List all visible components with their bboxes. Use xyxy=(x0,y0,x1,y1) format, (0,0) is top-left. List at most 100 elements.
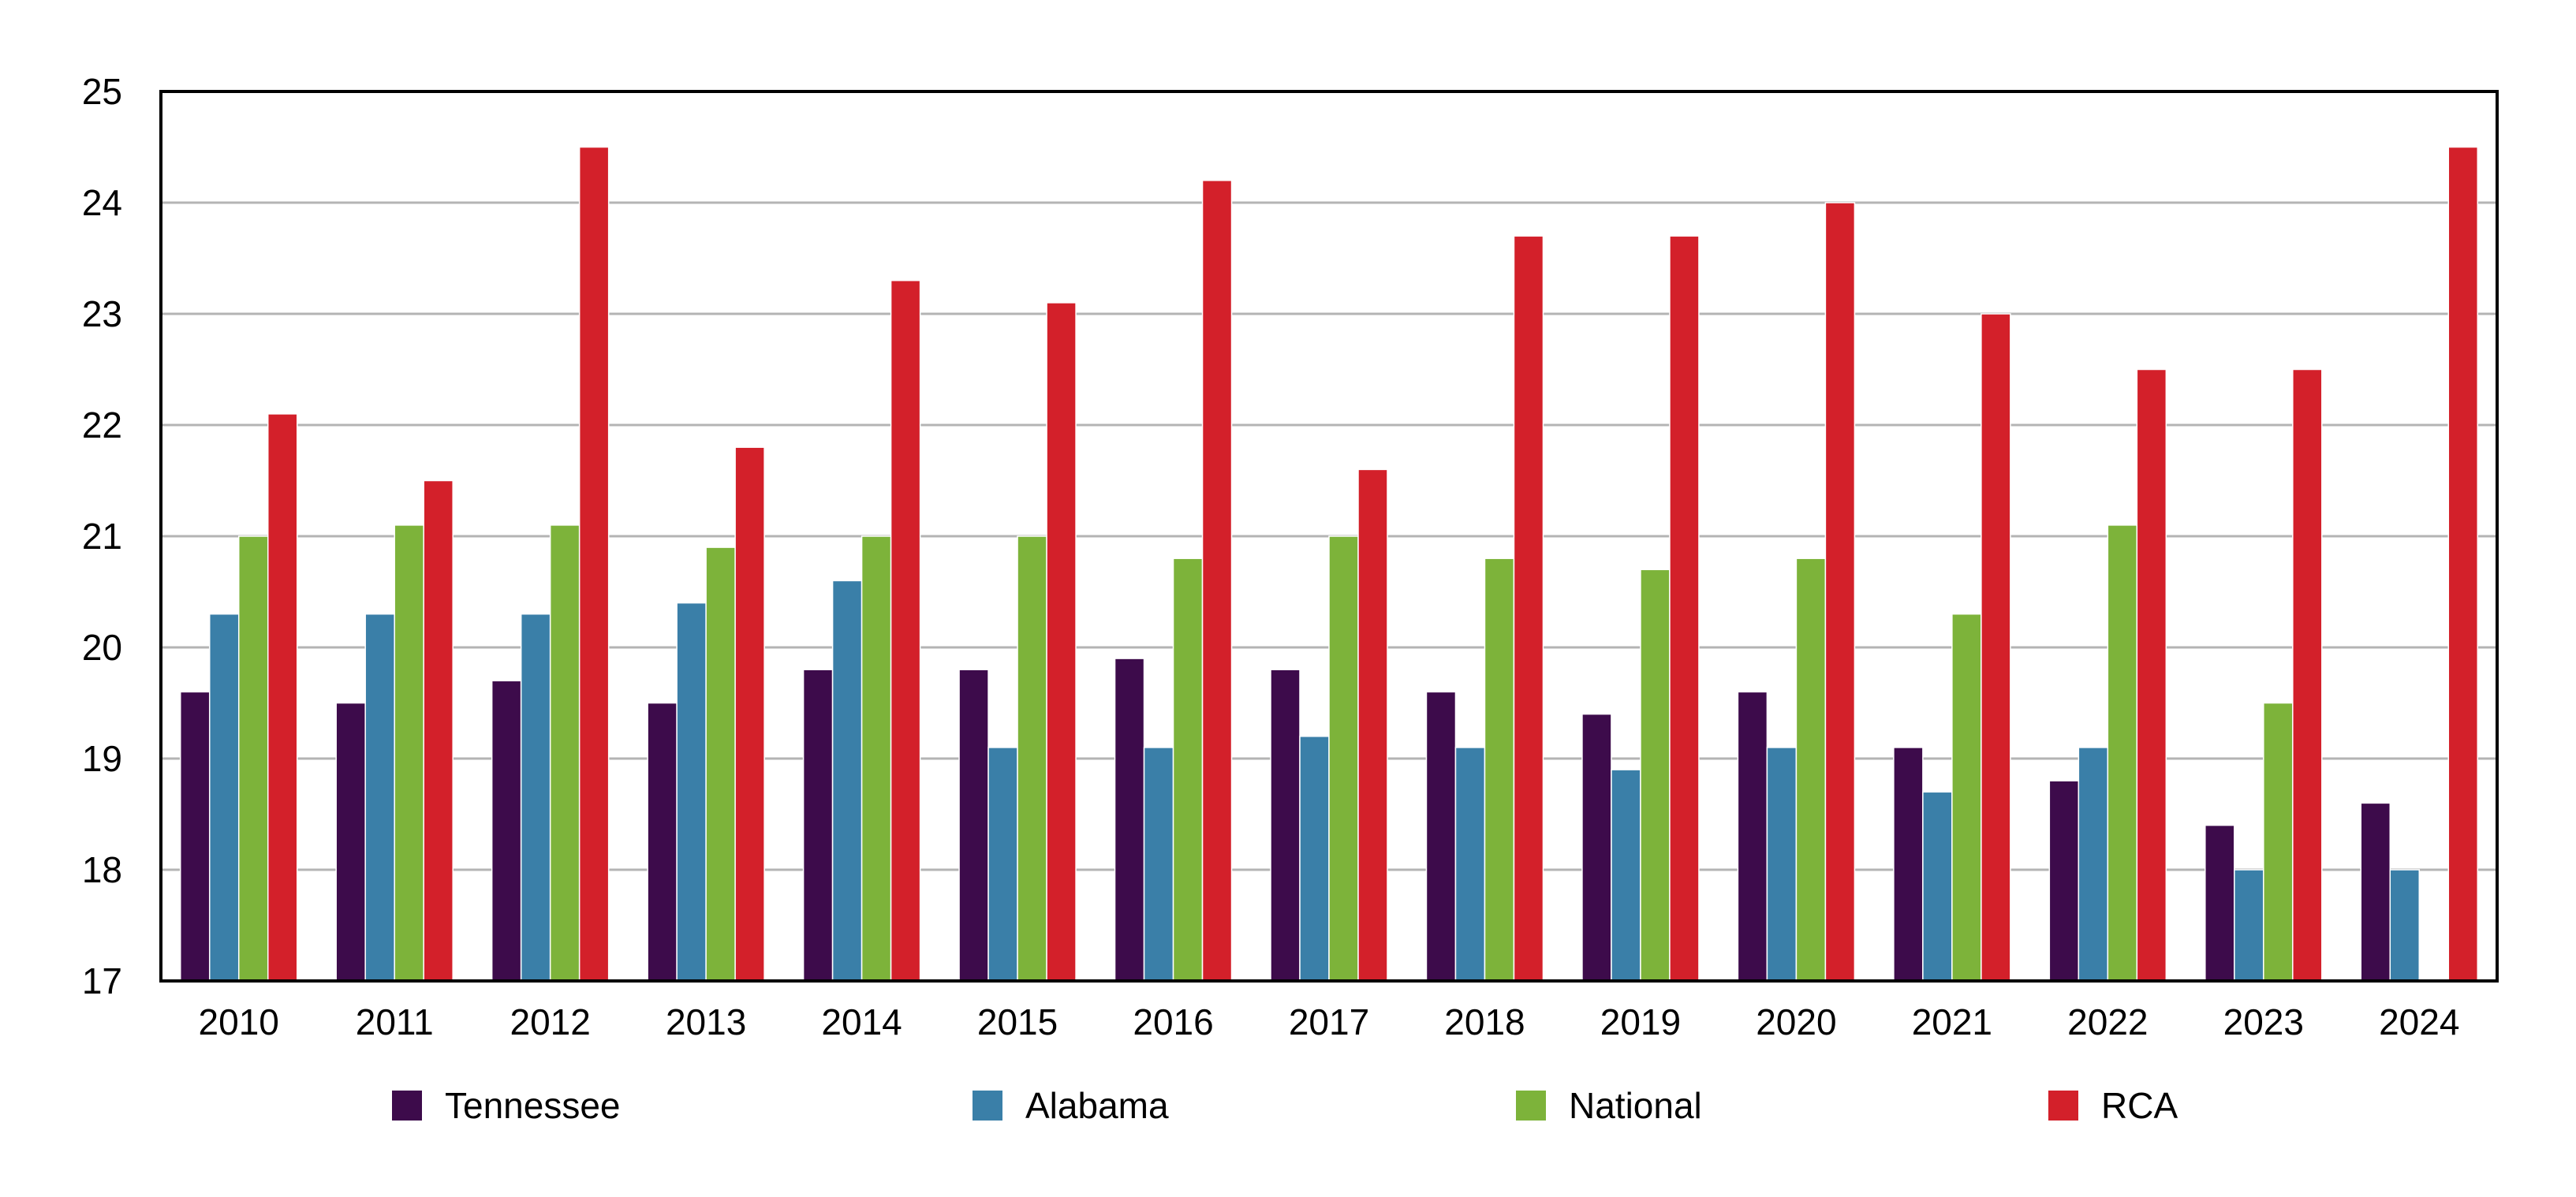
x-tick-label: 2019 xyxy=(1600,1001,1681,1042)
bar xyxy=(1484,557,1515,982)
bar xyxy=(1766,747,1798,982)
plot-frame xyxy=(159,90,2499,983)
bar xyxy=(2205,824,2235,982)
bar xyxy=(267,413,298,982)
bar xyxy=(1454,747,1486,982)
bar xyxy=(2447,146,2479,982)
x-tick-label: 2018 xyxy=(1444,1001,1525,1042)
bar xyxy=(578,146,610,982)
bar xyxy=(549,524,581,982)
y-tick-label: 21 xyxy=(82,516,122,557)
x-tick-label: 2012 xyxy=(510,1001,590,1042)
legend-swatch xyxy=(973,1091,1002,1121)
legend-label: RCA xyxy=(2101,1085,2178,1126)
bar xyxy=(1357,468,1388,982)
bar xyxy=(2136,368,2167,982)
y-tick-label: 23 xyxy=(82,293,122,334)
bar xyxy=(958,669,989,982)
y-tick-label: 20 xyxy=(82,627,122,668)
bar xyxy=(1017,535,1047,982)
bar xyxy=(2078,747,2109,982)
legend-swatch xyxy=(2048,1091,2078,1121)
bar xyxy=(1114,658,1145,982)
bar xyxy=(2263,702,2294,982)
legend: Tennessee Alabama National RCA xyxy=(392,1085,2178,1126)
bar xyxy=(2234,869,2264,982)
y-tick-label: 17 xyxy=(82,960,122,1001)
bar xyxy=(831,580,863,982)
legend-label: Alabama xyxy=(1025,1085,1169,1126)
bar xyxy=(1328,535,1359,982)
x-tick-label: 2024 xyxy=(2379,1001,2459,1042)
bar xyxy=(1893,747,1924,982)
x-tick-label: 2022 xyxy=(2067,1001,2148,1042)
bar xyxy=(1046,302,1077,982)
bar xyxy=(1824,202,1856,982)
x-tick-label: 2014 xyxy=(821,1001,902,1042)
x-tick-label: 2015 xyxy=(977,1001,1058,1042)
bar xyxy=(520,613,551,982)
bar xyxy=(1737,691,1768,982)
legend-swatch xyxy=(392,1091,422,1121)
bar xyxy=(2048,780,2080,982)
bar xyxy=(2360,802,2391,982)
bar xyxy=(1669,235,1700,982)
x-tick-label: 2017 xyxy=(1289,1001,1369,1042)
y-tick-label: 19 xyxy=(82,738,122,779)
bar xyxy=(423,479,454,982)
bar xyxy=(1981,313,2011,982)
bar xyxy=(1922,791,1953,982)
x-tick-label: 2021 xyxy=(1912,1001,1992,1042)
bar xyxy=(1425,691,1457,982)
legend-label: National xyxy=(1569,1085,1702,1126)
bar xyxy=(1299,736,1330,982)
legend-swatch xyxy=(1516,1091,1546,1121)
bar xyxy=(676,602,707,982)
x-tick-label: 2020 xyxy=(1756,1001,1836,1042)
bar xyxy=(394,524,424,982)
y-tick-label: 24 xyxy=(82,182,122,223)
bar xyxy=(705,546,736,982)
bar xyxy=(1270,669,1301,982)
bar xyxy=(734,446,765,982)
bar xyxy=(1172,557,1204,982)
y-tick-label: 22 xyxy=(82,405,122,446)
bar xyxy=(335,702,366,982)
x-tick-label: 2011 xyxy=(356,1001,434,1042)
bar xyxy=(2292,368,2323,982)
bar xyxy=(1513,235,1544,982)
y-axis-ticks: 17 18 19 20 21 22 23 24 25 xyxy=(82,71,122,1001)
bar xyxy=(364,613,395,982)
bar xyxy=(2107,524,2138,982)
bar xyxy=(1640,569,1671,982)
bar xyxy=(208,613,240,982)
bar xyxy=(1795,557,1827,982)
y-tick-label: 18 xyxy=(82,849,122,890)
legend-item: National xyxy=(1516,1085,1702,1126)
x-tick-label: 2023 xyxy=(2223,1001,2304,1042)
bar xyxy=(1201,180,1233,982)
legend-item: Alabama xyxy=(973,1085,1169,1126)
bar xyxy=(890,279,921,982)
bar xyxy=(1951,613,1982,982)
bar xyxy=(1143,747,1174,982)
x-axis-ticks: 2010 2011 2012 2013 2014 2015 2016 2017 2018 2019… xyxy=(199,1001,2460,1042)
bar xyxy=(802,669,834,982)
bar xyxy=(987,747,1018,982)
y-tick-label: 25 xyxy=(82,71,122,112)
x-tick-label: 2013 xyxy=(666,1001,746,1042)
x-tick-label: 2010 xyxy=(199,1001,279,1042)
x-tick-label: 2016 xyxy=(1133,1001,1213,1042)
bar xyxy=(1581,713,1612,982)
bar xyxy=(2389,869,2421,982)
bar xyxy=(861,535,892,982)
legend-item: Tennessee xyxy=(392,1085,621,1126)
bar xyxy=(1611,769,1641,982)
bar xyxy=(179,691,211,982)
bars xyxy=(179,146,2479,982)
legend-item: RCA xyxy=(2048,1085,2178,1126)
bar xyxy=(491,680,522,982)
bar xyxy=(237,535,269,982)
bar xyxy=(647,702,678,982)
